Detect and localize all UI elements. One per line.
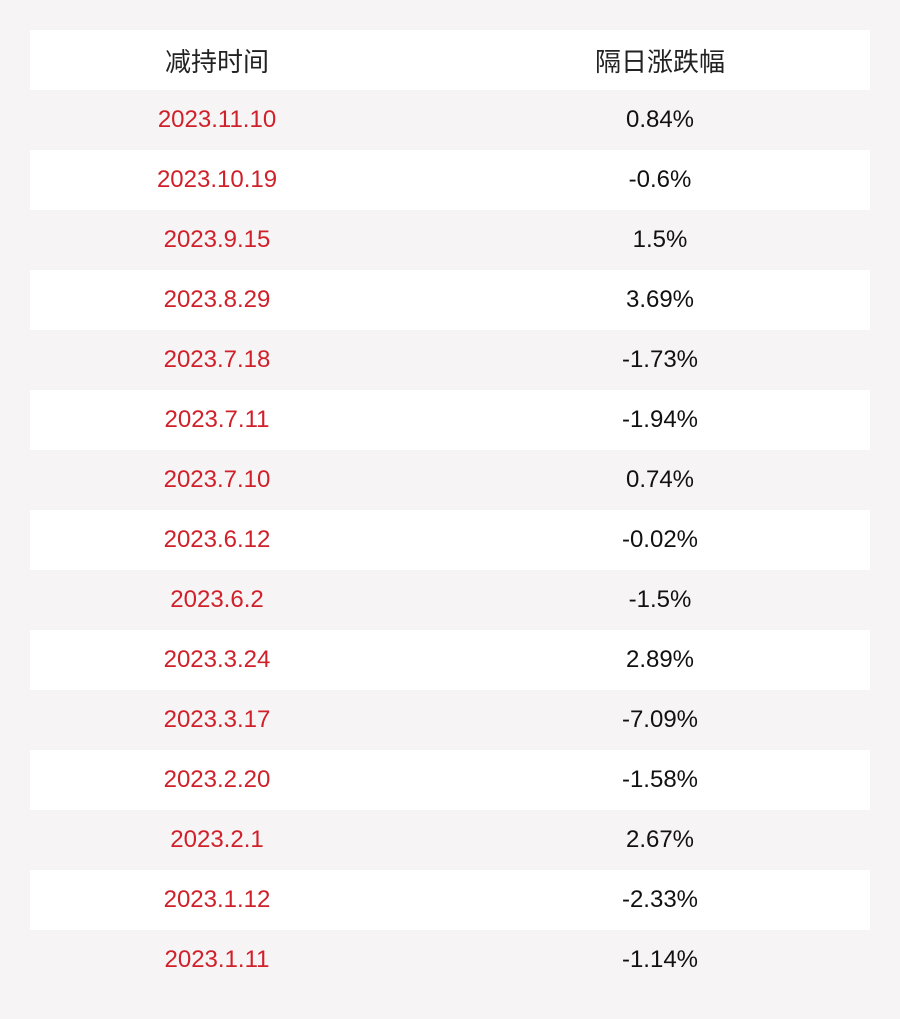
next-day-change: -1.94% [621, 406, 699, 433]
reduction-date: 2023.6.12 [163, 526, 271, 553]
next-day-change: 2.89% [625, 646, 695, 673]
table-row: 2023.11.10 0.84% [30, 90, 870, 150]
next-day-change: -1.14% [621, 946, 699, 973]
date-column-header: 减持时间 [164, 46, 269, 77]
next-day-change: -2.33% [621, 886, 699, 913]
table-row: 2023.9.15 1.5% [30, 210, 870, 270]
reduction-date: 2023.2.20 [163, 766, 271, 793]
table-row: 2023.2.1 2.67% [30, 810, 870, 870]
next-day-change: -7.09% [621, 706, 699, 733]
reduction-date: 2023.3.17 [163, 706, 271, 733]
next-day-change: -1.5% [628, 586, 692, 613]
table-row: 2023.2.20 -1.58% [30, 750, 870, 810]
reduction-table: 减持时间 隔日涨跌幅 2023.11.10 0.84% 2023.10.19 -0.6… [30, 30, 870, 990]
reduction-date: 2023.9.15 [163, 226, 271, 253]
next-day-change: -1.58% [621, 766, 699, 793]
table-row: 2023.7.18 -1.73% [30, 330, 870, 390]
change-column-header: 隔日涨跌幅 [594, 46, 725, 77]
reduction-date: 2023.7.11 [164, 406, 270, 433]
table-row: 2023.1.11 -1.14% [30, 930, 870, 990]
next-day-change: 0.84% [625, 106, 695, 133]
reduction-date: 2023.1.12 [163, 886, 271, 913]
next-day-change: 0.74% [625, 466, 695, 493]
table-row: 2023.6.2 -1.5% [30, 570, 870, 630]
table-row: 2023.3.24 2.89% [30, 630, 870, 690]
reduction-date: 2023.8.29 [163, 286, 271, 313]
table-row: 2023.1.12 -2.33% [30, 870, 870, 930]
table-header: 减持时间 隔日涨跌幅 [30, 30, 870, 90]
reduction-date: 2023.7.18 [163, 346, 271, 373]
next-day-change: -0.6% [628, 166, 692, 193]
table-row: 2023.6.12 -0.02% [30, 510, 870, 570]
next-day-change: -0.02% [621, 526, 699, 553]
table-body: 2023.11.10 0.84% 2023.10.19 -0.6% 2023.9.15 1… [30, 90, 870, 990]
reduction-date: 2023.2.1 [170, 826, 264, 853]
next-day-change: 1.5% [632, 226, 688, 253]
table-row: 2023.10.19 -0.6% [30, 150, 870, 210]
reduction-date: 2023.1.11 [164, 946, 270, 973]
reduction-date: 2023.10.19 [156, 166, 278, 193]
table-row: 2023.7.11 -1.94% [30, 390, 870, 450]
table-row: 2023.8.29 3.69% [30, 270, 870, 330]
next-day-change: 3.69% [625, 286, 695, 313]
next-day-change: 2.67% [625, 826, 695, 853]
reduction-date: 2023.6.2 [170, 586, 264, 613]
next-day-change: -1.73% [621, 346, 699, 373]
reduction-date: 2023.11.10 [157, 106, 277, 133]
reduction-date: 2023.3.24 [163, 646, 271, 673]
table-row: 2023.7.10 0.74% [30, 450, 870, 510]
table-row: 2023.3.17 -7.09% [30, 690, 870, 750]
reduction-date: 2023.7.10 [163, 466, 271, 493]
